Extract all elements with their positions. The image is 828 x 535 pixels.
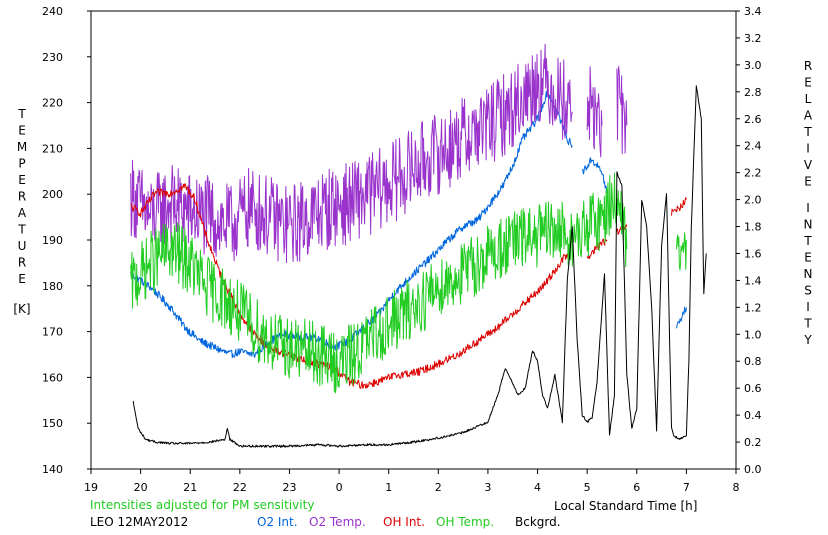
left-axis-unit: [K] [13,302,30,316]
right-tick-label: 0.2 [744,436,762,449]
right-tick-label: 3.0 [744,59,762,72]
legend-bckgrd: Bckgrd. [515,515,561,529]
right-axis-label-letter: L [805,92,812,106]
right-axis-label-letter: V [804,158,813,172]
x-axis-title: Local Standard Time [h] [554,499,698,513]
legend-oh-int: OH Int. [383,515,425,529]
left-tick-label: 240 [42,5,63,18]
right-tick-label: 0.6 [744,382,762,395]
right-tick-label: 1.2 [744,301,762,314]
right-tick-label: 3.2 [744,32,762,45]
left-axis-label-letter: E [18,124,26,138]
legend-o2-temp: O2 Temp. [309,515,366,529]
left-tick-label: 160 [42,371,63,384]
left-axis-label-letter: E [18,173,26,187]
x-tick-label: 22 [233,481,247,494]
right-tick-label: 1.6 [744,247,762,260]
legend-o2-int: O2 Int. [257,515,298,529]
x-tick-label: 21 [183,481,197,494]
right-axis-ticks: 0.0 0.2 0.4 0.6 0.8 1.0 1.2 1.4 1.6 1.8 2.0 2.2 2.4 2… [736,5,762,476]
right-axis-label-letter: E [804,175,812,189]
left-axis-label-letter: R [18,256,26,270]
series-line-o2-int [581,157,608,193]
right-tick-label: 3.4 [744,5,762,18]
right-tick-label: 1.8 [744,221,762,234]
left-tick-label: 190 [42,234,63,247]
left-axis-label-letter: M [17,140,27,154]
series-layer [130,43,707,448]
left-axis-label-letter: P [18,157,25,171]
right-axis-label-letter: I [806,201,810,215]
right-tick-label: 2.4 [744,140,762,153]
left-axis-label-letter: R [18,190,26,204]
left-axis-ticks: 140 150 160 170 180 190 200 210 220 230 240 [42,5,91,476]
left-tick-label: 170 [42,326,63,339]
legend-oh-temp: OH Temp. [436,515,495,529]
x-tick-label: 20 [134,481,148,494]
series-line-oh-int [671,197,687,216]
right-tick-label: 0.0 [744,463,762,476]
left-tick-label: 200 [42,188,63,201]
right-axis-label-letter: R [804,59,812,73]
left-tick-label: 230 [42,51,63,64]
left-axis-label-letter: T [17,107,26,121]
left-tick-label: 210 [42,142,63,155]
left-tick-label: 220 [42,97,63,110]
x-tick-label: 23 [282,481,296,494]
right-axis-label-letter: I [806,142,810,156]
series-line-oh-int [130,183,568,389]
series-line-bckgrd [132,85,707,448]
x-tick-label: 5 [584,481,591,494]
right-axis-label-letter: I [806,300,810,314]
x-tick-label: 2 [435,481,442,494]
series-line-o2-temp [586,66,603,158]
right-axis-label-letter: T [803,125,812,139]
right-axis-label-letter: N [804,267,813,281]
series-line-oh-temp [130,172,628,394]
right-tick-label: 2.8 [744,86,762,99]
left-axis-label-letter: E [18,272,26,286]
right-tick-label: 2.0 [744,194,762,207]
right-tick-label: 2.2 [744,167,762,180]
series-line-oh-temp [676,232,687,271]
right-tick-label: 0.8 [744,355,762,368]
series-line-o2-temp [616,65,628,155]
left-tick-label: 150 [42,417,63,430]
x-tick-label: 0 [336,481,343,494]
left-tick-label: 140 [42,463,63,476]
series-line-o2-int [676,306,687,329]
left-axis-label-letter: A [18,206,27,220]
right-tick-label: 0.4 [744,409,762,422]
right-axis-label-letter: T [803,317,812,331]
x-tick-label: 4 [534,481,541,494]
right-axis-label-letter: Y [803,333,812,347]
station-date-label: LEO 12MAY2012 [90,515,189,529]
right-axis-label-letter: A [804,109,813,123]
x-tick-label: 19 [84,481,98,494]
right-tick-label: 1.0 [744,328,762,341]
x-tick-label: 6 [633,481,640,494]
left-tick-label: 180 [42,280,63,293]
right-tick-label: 1.4 [744,274,762,287]
x-tick-label: 3 [484,481,491,494]
pm-sensitivity-note: Intensities adjusted for PM sensitivity [90,498,315,512]
left-axis-label-letter: U [18,239,27,253]
left-axis-label-letter: T [17,223,26,237]
x-axis-ticks: 19 20 21 22 23 0 1 2 3 4 5 6 7 8 [84,469,740,494]
right-tick-label: 2.6 [744,113,762,126]
right-axis-label-letter: E [804,251,812,265]
plot-frame [90,10,737,470]
right-axis-label-letter: N [804,218,813,232]
right-axis-label-letter: T [803,234,812,248]
x-tick-label: 8 [733,481,740,494]
right-axis-label-letter: S [804,284,812,298]
right-axis-label-letter: E [804,76,812,90]
x-tick-label: 1 [385,481,392,494]
x-tick-label: 7 [683,481,690,494]
